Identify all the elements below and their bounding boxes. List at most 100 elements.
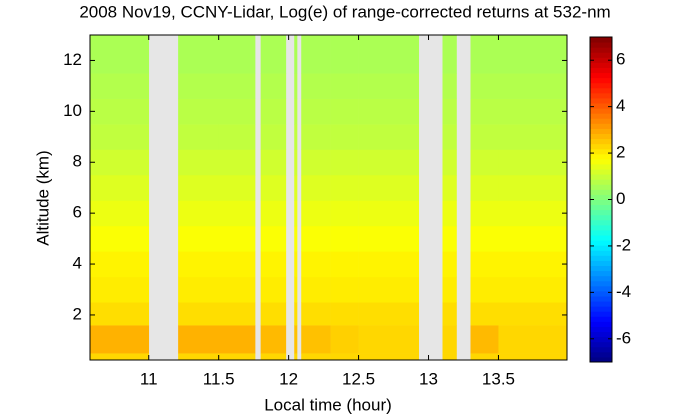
colorbar-segment xyxy=(590,290,612,297)
colorbar-segment xyxy=(590,67,612,74)
heatmap-cell xyxy=(294,325,298,354)
heatmap-cell xyxy=(498,302,568,326)
heatmap-cell xyxy=(260,353,287,361)
heatmap-cell xyxy=(498,353,568,361)
colorbar-segment xyxy=(590,311,612,317)
colorbar-segment xyxy=(590,306,612,312)
heatmap-cell xyxy=(301,200,331,227)
heatmap-cell xyxy=(442,73,457,99)
heatmap-cell xyxy=(218,124,256,150)
y-tick-label: 4 xyxy=(73,254,82,273)
heatmap-cell xyxy=(498,200,568,227)
heatmap-cell xyxy=(330,225,359,252)
colorbar-segment xyxy=(590,229,612,236)
colorbar-segment xyxy=(590,270,612,277)
heatmap-cell xyxy=(260,225,287,252)
heatmap-cell xyxy=(330,98,359,125)
heatmap-cell xyxy=(218,353,256,361)
x-tick-label: 13.5 xyxy=(482,369,515,388)
heatmap-cell xyxy=(178,98,219,125)
heatmap-cell xyxy=(294,149,298,176)
y-axis-label: Altitude (km) xyxy=(33,150,52,245)
x-tick-label: 11 xyxy=(140,369,158,388)
heatmap-cell xyxy=(90,276,150,303)
colorbar-segment xyxy=(590,275,612,282)
heatmap-cell xyxy=(294,353,298,361)
heatmap-cell xyxy=(358,124,420,150)
colorbar-segment xyxy=(590,214,612,221)
colorbar-segment xyxy=(590,158,612,165)
heatmap-cell xyxy=(294,98,298,125)
heatmap-cell xyxy=(470,353,499,361)
heatmap-cell xyxy=(301,225,331,252)
heatmap-cell xyxy=(330,251,359,278)
heatmap-cell xyxy=(330,302,359,326)
colorbar-segment xyxy=(590,265,612,272)
chart-title: 2008 Nov19, CCNY-Lidar, Log(e) of range-… xyxy=(79,2,610,21)
colorbar-segment xyxy=(590,336,612,343)
colorbar-segment xyxy=(590,301,612,307)
heatmap-cell xyxy=(90,35,150,74)
heatmap-cell xyxy=(294,174,298,201)
x-axis-label: Local time (hour) xyxy=(264,395,392,414)
heatmap-cell xyxy=(358,98,420,125)
heatmap-cell xyxy=(90,174,150,201)
colorbar-tick-label: 0 xyxy=(616,189,625,208)
heatmap-cell xyxy=(470,276,499,303)
heatmap-cell xyxy=(358,35,420,74)
heatmap-cell xyxy=(358,325,420,354)
heatmap-cell xyxy=(90,251,150,278)
heatmap-cell xyxy=(294,124,298,150)
colorbar-segment xyxy=(590,331,612,338)
heatmap-cell xyxy=(260,35,287,74)
colorbar-segment xyxy=(590,346,612,353)
colorbar-segment xyxy=(590,37,612,43)
colorbar-segment xyxy=(590,103,612,109)
heatmap-cell xyxy=(470,174,499,201)
heatmap-cell xyxy=(470,200,499,227)
colorbar-segment xyxy=(590,356,612,363)
heatmap-cell xyxy=(218,200,256,227)
colorbar-segment xyxy=(590,260,612,267)
colorbar-segment xyxy=(590,72,612,79)
heatmap-cell xyxy=(442,98,457,125)
heatmap-cell xyxy=(178,353,219,361)
colorbar-segment xyxy=(590,113,612,119)
colorbar-segment xyxy=(590,133,612,140)
y-tick-label: 8 xyxy=(73,152,82,171)
heatmap-cell xyxy=(498,225,568,252)
colorbar-segment xyxy=(590,351,612,358)
heatmap-cell xyxy=(470,73,499,99)
heatmap-cell xyxy=(470,325,499,354)
heatmap-cell xyxy=(442,200,457,227)
colorbar-segment xyxy=(590,240,612,246)
heatmap-cell xyxy=(442,251,457,278)
heatmap-cell xyxy=(358,225,420,252)
colorbar-segment xyxy=(590,250,612,256)
heatmap-cell xyxy=(470,98,499,125)
heatmap-cell xyxy=(178,35,219,74)
heatmap-cell xyxy=(470,35,499,74)
heatmap-cell xyxy=(498,174,568,201)
heatmap-cell xyxy=(178,200,219,227)
colorbar-segment xyxy=(590,326,612,333)
heatmap-cell xyxy=(260,302,287,326)
heatmap-cell xyxy=(260,325,287,354)
heatmap-cell xyxy=(218,35,256,74)
x-tick-label: 12.5 xyxy=(342,369,375,388)
y-tick-label: 2 xyxy=(73,304,82,323)
heatmap-cell xyxy=(442,124,457,150)
heatmap-cell xyxy=(90,124,150,150)
colorbar-tick-label: 4 xyxy=(616,96,625,115)
heatmap-cell xyxy=(218,174,256,201)
heatmap-cell xyxy=(498,35,568,74)
heatmap-cell xyxy=(442,149,457,176)
heatmap-cell xyxy=(301,124,331,150)
colorbar-segment xyxy=(590,123,612,129)
heatmap-cell xyxy=(301,174,331,201)
heatmap-cell xyxy=(294,251,298,278)
heatmap-cell xyxy=(260,98,287,125)
colorbar-segment xyxy=(590,295,612,302)
heatmap-cell xyxy=(498,124,568,150)
colorbar-segment xyxy=(590,209,612,216)
